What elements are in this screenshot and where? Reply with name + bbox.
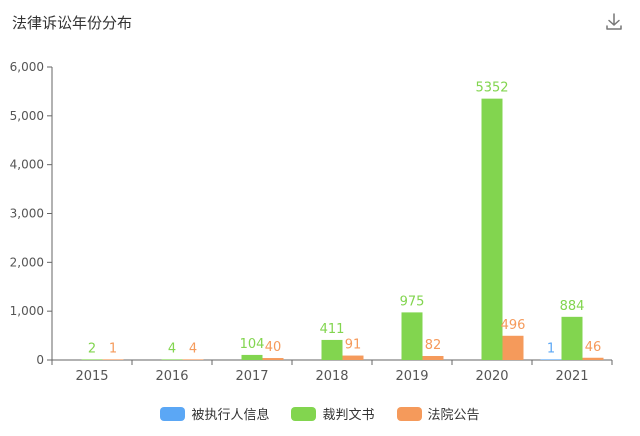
- legend-swatch-2: [396, 406, 422, 421]
- bar-1-2021[interactable]: [561, 316, 583, 360]
- bar-2-2019[interactable]: [422, 355, 444, 360]
- data-label-1-2018: 411: [320, 322, 345, 337]
- data-label-2-2015: 1: [109, 341, 117, 356]
- bar-1-2017[interactable]: [241, 354, 263, 360]
- y-tick-label-0: 0: [36, 353, 44, 367]
- bar-1-2020[interactable]: [481, 98, 503, 361]
- legend-item-1[interactable]: 裁判文书: [291, 404, 375, 423]
- bar-1-2018[interactable]: [321, 339, 343, 360]
- bar-1-2015[interactable]: [81, 359, 103, 360]
- chart-title: 法律诉讼年份分布: [12, 14, 133, 32]
- y-tick-label-3: 3,000: [10, 207, 44, 221]
- data-label-2-2017: 40: [265, 340, 282, 355]
- download-icon-glyph: [606, 13, 622, 30]
- bar-2-2021[interactable]: [582, 357, 604, 360]
- y-tick-label-2: 2,000: [10, 255, 44, 269]
- legend-item-2[interactable]: 法院公告: [396, 404, 480, 423]
- data-label-1-2016: 4: [168, 341, 176, 356]
- data-label-0-2021: 1: [547, 341, 555, 356]
- data-label-2-2020: 496: [501, 318, 526, 333]
- bar-2-2015[interactable]: [102, 359, 124, 360]
- bar-0-2021[interactable]: [540, 359, 562, 360]
- data-label-1-2017: 104: [240, 337, 265, 352]
- bar-2-2018[interactable]: [342, 355, 364, 360]
- x-tick-label-5: 2020: [475, 369, 508, 384]
- data-label-2-2021: 46: [585, 340, 602, 355]
- y-tick-label-5: 5,000: [10, 109, 44, 123]
- x-tick-label-2: 2017: [235, 369, 268, 384]
- bar-1-2019[interactable]: [401, 312, 423, 360]
- x-tick-label-3: 2018: [315, 369, 348, 384]
- legend-label-1: 裁判文书: [322, 408, 375, 423]
- bar-2-2020[interactable]: [502, 335, 524, 360]
- y-tick-label-6: 6,000: [10, 60, 44, 74]
- data-label-1-2015: 2: [88, 341, 96, 356]
- data-label-1-2019: 975: [400, 294, 425, 309]
- bar-1-2016[interactable]: [161, 359, 183, 360]
- x-tick-label-4: 2019: [395, 369, 428, 384]
- data-label-2-2016: 4: [189, 341, 197, 356]
- x-tick-label-6: 2021: [555, 369, 588, 384]
- x-tick-label-1: 2016: [155, 369, 188, 384]
- x-tick-label-0: 2015: [75, 369, 108, 384]
- data-label-1-2021: 884: [560, 299, 585, 314]
- bar-2-2016[interactable]: [182, 359, 204, 360]
- legend-item-0[interactable]: 被执行人信息: [160, 404, 269, 423]
- legend-label-0: 被执行人信息: [191, 408, 270, 423]
- bar-2-2017[interactable]: [262, 358, 284, 360]
- download-icon[interactable]: [604, 12, 624, 32]
- y-tick-label-4: 4,000: [10, 158, 44, 172]
- legend-swatch-0: [160, 406, 186, 421]
- y-tick-label-1: 1,000: [10, 304, 44, 318]
- data-label-2-2019: 82: [425, 338, 442, 353]
- data-label-2-2018: 91: [345, 338, 362, 353]
- chart-legend: 被执行人信息 裁判文书 法院公告: [0, 404, 640, 423]
- data-label-1-2020: 5352: [475, 81, 508, 96]
- legend-swatch-1: [291, 406, 317, 421]
- legend-label-2: 法院公告: [427, 408, 480, 423]
